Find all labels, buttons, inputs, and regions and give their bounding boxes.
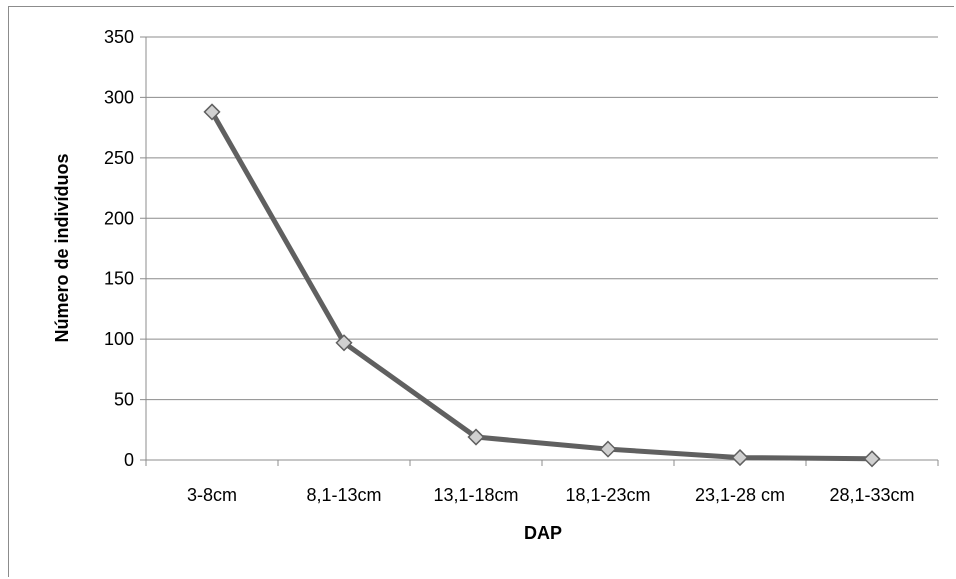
y-tick-label: 350 bbox=[104, 27, 134, 47]
gridlines bbox=[140, 36, 939, 466]
chart-frame bbox=[8, 6, 954, 577]
y-tick-label: 150 bbox=[104, 269, 134, 289]
y-tick-label: 300 bbox=[104, 87, 134, 107]
data-point-marker bbox=[731, 449, 749, 467]
y-tick-label: 100 bbox=[104, 329, 134, 349]
y-tick-label: 50 bbox=[114, 390, 134, 410]
x-tick-labels: 3-8cm 8,1-13cm 13,1-18cm 18,1-23cm 23,1-28 c… bbox=[187, 485, 915, 505]
y-tick-label: 0 bbox=[124, 450, 134, 470]
x-tick-label: 8,1-13cm bbox=[306, 485, 381, 505]
data-point-marker bbox=[335, 334, 353, 352]
y-tick-label: 250 bbox=[104, 148, 134, 168]
series-lines bbox=[209, 109, 875, 462]
y-axis-title: Número de indivíduos bbox=[52, 153, 72, 342]
x-tick-label: 28,1-33cm bbox=[829, 485, 914, 505]
x-tick-label: 23,1-28 cm bbox=[695, 485, 785, 505]
x-tick-label: 18,1-23cm bbox=[565, 485, 650, 505]
data-point-marker bbox=[863, 450, 881, 468]
series-line bbox=[209, 109, 875, 462]
data-point-marker bbox=[467, 428, 485, 446]
y-tick-labels: 0 50 100 150 200 250 300 350 bbox=[104, 27, 134, 470]
x-axis-title: DAP bbox=[524, 523, 562, 543]
x-tick-label: 3-8cm bbox=[187, 485, 237, 505]
data-point-marker bbox=[203, 103, 221, 121]
y-tick-label: 200 bbox=[104, 208, 134, 228]
data-point-marker bbox=[599, 440, 617, 458]
data-markers bbox=[203, 103, 881, 468]
x-tick-label: 13,1-18cm bbox=[433, 485, 518, 505]
